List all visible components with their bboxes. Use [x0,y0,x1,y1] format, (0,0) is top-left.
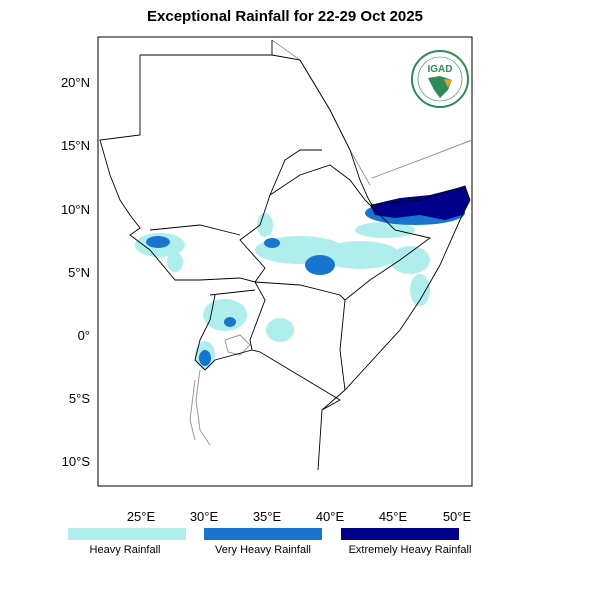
map-title: Exceptional Rainfall for 22-29 Oct 2025 [147,8,423,25]
lon-tick: 50°E [443,509,472,524]
legend-swatch-very-heavy [204,528,322,540]
lat-tick: 5°N [68,265,90,280]
lon-tick-labels: 25°E 30°E 35°E 40°E 45°E 50°E [127,509,472,524]
svg-text:IGAD: IGAD [428,64,453,75]
lat-tick: 5°S [69,391,90,406]
igad-logo: IGAD [411,50,469,108]
lon-tick: 45°E [379,509,408,524]
legend-label-heavy: Heavy Rainfall [89,544,161,556]
legend-label-very-heavy: Very Heavy Rainfall [215,544,311,556]
legend-label-extremely-heavy: Extremely Heavy Rainfall [348,544,472,556]
lat-tick: 15°N [61,138,90,153]
lon-tick: 25°E [127,509,156,524]
lat-tick: 10°N [61,202,90,217]
rainfall-extremely-heavy [370,186,470,220]
legend-swatch-extremely-heavy [341,528,459,540]
lat-tick: 10°S [62,454,91,469]
legend-swatch-heavy [68,528,186,540]
lon-tick: 40°E [316,509,345,524]
lat-tick: 0° [78,328,90,343]
lake-outlines [189,334,251,446]
lat-tick-labels: 20°N 15°N 10°N 5°N 0° 5°S 10°S [61,75,90,469]
lon-tick: 35°E [253,509,282,524]
lat-tick: 20°N [61,75,90,90]
country-borders [99,40,471,471]
lon-tick: 30°E [190,509,219,524]
